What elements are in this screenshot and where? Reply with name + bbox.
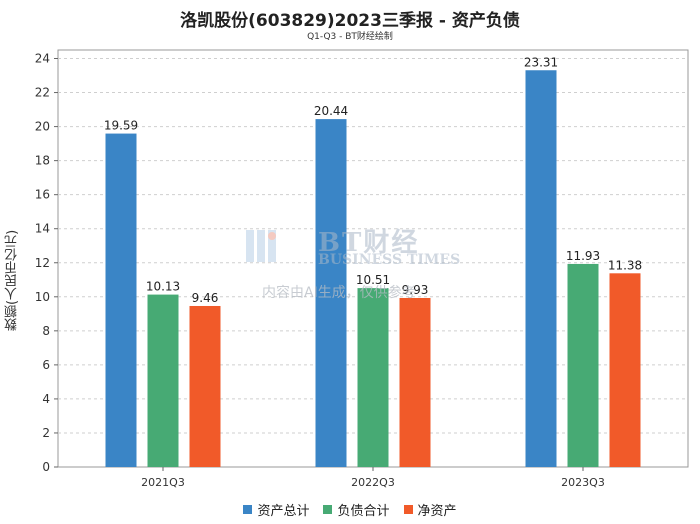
y-tick-label: 18: [35, 154, 50, 168]
legend-swatch-assets: [243, 505, 253, 514]
y-tick-label: 10: [35, 290, 50, 304]
data-label: 9.46: [192, 291, 219, 305]
y-tick-label: 22: [35, 86, 50, 100]
legend-label-liabilities: 负债合计: [337, 504, 390, 519]
bar-0-0: [105, 133, 137, 468]
data-label: 10.51: [356, 273, 390, 287]
x-tick-label: 2021Q3: [141, 476, 185, 489]
y-tick-label: 14: [35, 222, 50, 236]
bar-2-1: [399, 297, 431, 467]
chart-title: 洛凯股份(603829)2023三季报 - 资产负债: [180, 11, 520, 31]
bar-2-0: [189, 305, 221, 467]
y-tick-label: 8: [42, 324, 50, 338]
y-tick-label: 24: [35, 52, 50, 66]
bar-1-0: [147, 294, 179, 467]
y-tick-label: 16: [35, 188, 50, 202]
legend-item-liabilities: 负债合计: [323, 500, 390, 519]
legend-label-assets: 资产总计: [257, 504, 310, 519]
y-tick-label: 0: [42, 460, 50, 474]
y-tick-label: 20: [35, 120, 50, 134]
data-label: 19.59: [104, 119, 138, 133]
x-tick-label: 2022Q3: [351, 476, 395, 489]
legend-item-net-assets: 净资产: [403, 500, 457, 519]
chart-subtitle: Q1-Q3 - BT财经绘制: [307, 32, 393, 42]
data-label: 20.44: [314, 104, 348, 118]
bar-0-1: [315, 119, 347, 468]
y-tick-label: 6: [42, 358, 50, 372]
bar-0-2: [525, 70, 557, 468]
y-tick-label: 2: [42, 426, 50, 440]
legend-swatch-liabilities: [323, 505, 333, 514]
legend-item-assets: 资产总计: [243, 500, 309, 519]
data-label: 11.93: [566, 249, 600, 263]
data-label: 10.13: [146, 280, 180, 294]
data-label: 9.93: [402, 283, 429, 297]
bar-2-2: [609, 273, 641, 467]
y-tick-label: 12: [35, 256, 50, 270]
y-tick-label: 4: [42, 392, 50, 406]
legend: 资产总计 负债合计 净资产: [0, 500, 700, 519]
legend-swatch-net-assets: [403, 505, 413, 514]
legend-label-net-assets: 净资产: [417, 504, 457, 519]
data-label: 11.38: [608, 258, 642, 272]
data-label: 23.31: [524, 55, 558, 69]
bar-1-2: [567, 263, 599, 467]
x-tick-label: 2023Q3: [561, 476, 605, 489]
bar-1-1: [357, 288, 389, 467]
